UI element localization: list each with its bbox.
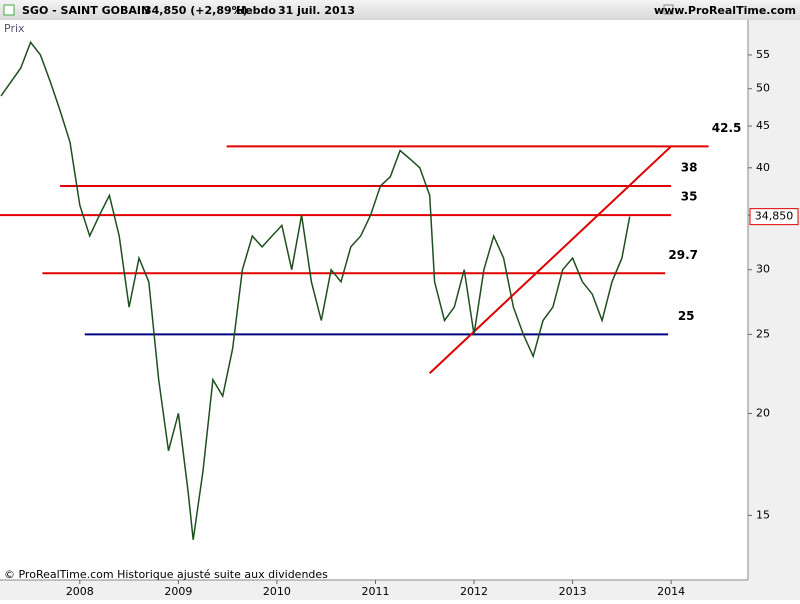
date: 31 juil. 2013 xyxy=(278,4,355,17)
header-bar xyxy=(0,0,800,20)
quote: 34,850 (+2,89%) xyxy=(144,4,248,17)
x-tick-label: 2009 xyxy=(164,585,192,598)
level-label: 29.7 xyxy=(668,248,698,262)
y-tick-label: 45 xyxy=(756,119,770,132)
x-tick-label: 2014 xyxy=(657,585,685,598)
chart-icon xyxy=(3,4,15,16)
y-tick-label: 30 xyxy=(756,263,770,276)
y-axis-area xyxy=(748,20,800,580)
trend-line xyxy=(428,145,672,375)
last-price-box xyxy=(749,208,799,226)
y-tick-label: 50 xyxy=(756,82,770,95)
x-tick-label: 2011 xyxy=(361,585,389,598)
y-tick-label: 55 xyxy=(756,48,770,61)
y-tick-label: 15 xyxy=(756,508,770,521)
site: www.ProRealTime.com xyxy=(654,4,796,17)
level-label: 25 xyxy=(678,309,695,323)
period: Hebdo xyxy=(236,4,276,17)
y-tick-label: 25 xyxy=(756,327,770,340)
level-label: 42.5 xyxy=(712,121,742,135)
footer: © ProRealTime.com Historique ajusté suit… xyxy=(4,568,328,581)
price-line xyxy=(0,40,631,540)
x-axis-area xyxy=(0,580,800,600)
x-tick-label: 2012 xyxy=(460,585,488,598)
last-price-label: 34,850 xyxy=(755,210,794,223)
x-tick-label: 2008 xyxy=(66,585,94,598)
level-label: 35 xyxy=(681,190,698,204)
x-tick-label: 2013 xyxy=(559,585,587,598)
level-label: 38 xyxy=(681,160,698,174)
window-button[interactable] xyxy=(663,4,674,15)
symbol: SGO - SAINT GOBAIN xyxy=(22,4,150,17)
y-tick-label: 40 xyxy=(756,161,770,174)
y-tick-label: 20 xyxy=(756,406,770,419)
panel-label: Prix xyxy=(4,22,25,35)
x-tick-label: 2010 xyxy=(263,585,291,598)
